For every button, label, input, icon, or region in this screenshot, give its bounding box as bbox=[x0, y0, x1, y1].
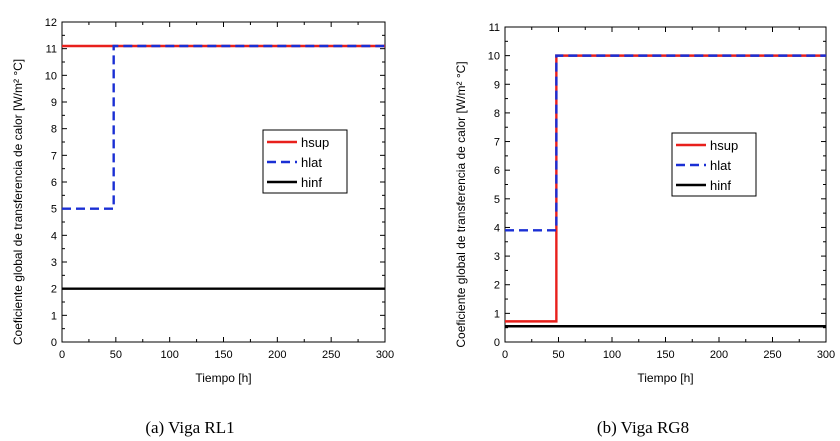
chart-b-x-tick-label: 50 bbox=[552, 349, 564, 361]
chart-a-x-tick-label: 150 bbox=[214, 349, 232, 361]
chart-b-y-tick-label: 4 bbox=[494, 222, 500, 234]
chart-a-series-hlat bbox=[62, 44, 385, 210]
chart-a-legend-label-hlat: hlat bbox=[301, 155, 322, 170]
chart-b-x-tick-label: 200 bbox=[710, 349, 728, 361]
chart-b-y-tick-label: 1 bbox=[494, 308, 500, 320]
chart-a-y-tick-label: 1 bbox=[51, 310, 57, 322]
chart-b-series-hsup bbox=[505, 54, 826, 323]
chart-a-x-tick-label: 300 bbox=[376, 349, 394, 361]
chart-b-legend: hsup hlat hinf bbox=[671, 132, 757, 197]
chart-a-y-tick-label: 8 bbox=[51, 124, 57, 136]
chart-b-y-tick-label: 9 bbox=[494, 79, 500, 91]
chart-a-x-tick-label: 100 bbox=[160, 349, 178, 361]
chart-b-y-tick-label: 5 bbox=[494, 194, 500, 206]
chart-b-y-tick-label: 10 bbox=[488, 51, 500, 63]
chart-a-legend: hsup hlat hinf bbox=[262, 129, 348, 194]
chart-b-y-tick-label: 6 bbox=[494, 165, 500, 177]
chart-a-y-tick-label: 10 bbox=[45, 70, 57, 82]
chart-a-y-tick-label: 12 bbox=[45, 17, 57, 29]
chart-a-x-tick-label: 250 bbox=[322, 349, 340, 361]
chart-a-y-tick-label: 7 bbox=[51, 150, 57, 162]
chart-b-caption: (b) Viga RG8 bbox=[597, 418, 689, 437]
chart-b-legend-label-hinf: hinf bbox=[710, 178, 731, 193]
chart-a-x-tick-label: 200 bbox=[268, 349, 286, 361]
chart-b: 0 50 100 150 200 250 300 0 1 2 3 4 5 6 7 8 9 10 11 hsup hlat… bbox=[454, 22, 835, 437]
chart-b-x-tick-label: 300 bbox=[817, 349, 835, 361]
chart-a-y-tick-label: 3 bbox=[51, 257, 57, 269]
chart-a-y-tick-label: 0 bbox=[51, 337, 57, 349]
chart-a-y-tick-label: 6 bbox=[51, 177, 57, 189]
chart-b-x-tick-label: 100 bbox=[603, 349, 621, 361]
chart-a-y-tick-label: 5 bbox=[51, 204, 57, 216]
chart-b-x-tick-label: 0 bbox=[502, 349, 508, 361]
chart-b-x-tick-label: 250 bbox=[763, 349, 781, 361]
chart-b-y-tick-label: 7 bbox=[494, 137, 500, 149]
chart-a-legend-label-hinf: hinf bbox=[301, 175, 322, 190]
chart-a-caption: (a) Viga RL1 bbox=[145, 418, 234, 437]
chart-a-y-tick-label: 11 bbox=[46, 44, 57, 56]
chart-a-y-tick-label: 4 bbox=[51, 230, 57, 242]
chart-b-y-tick-label: 11 bbox=[489, 22, 500, 34]
chart-a: 0 50 100 150 200 250 3000123456789101112hsuphl… bbox=[11, 17, 394, 437]
chart-a-x-tick-label: 50 bbox=[110, 349, 122, 361]
chart-b-series-hlat bbox=[505, 54, 826, 232]
chart-a-x-axis-title: Tiempo [h] bbox=[195, 371, 251, 385]
chart-b-y-tick-label: 2 bbox=[494, 280, 500, 292]
chart-b-y-tick-label: 3 bbox=[494, 251, 500, 263]
chart-b-y-axis-title: Coeficiente global de transferencia de c… bbox=[454, 61, 468, 347]
chart-a-legend-label-hsup: hsup bbox=[301, 135, 329, 150]
chart-a-y-tick-label: 2 bbox=[51, 284, 57, 296]
chart-b-plot-frame bbox=[504, 26, 827, 343]
chart-a-y-axis-title: Coeficiente global de transferencia de c… bbox=[11, 59, 25, 345]
chart-b-legend-label-hsup: hsup bbox=[710, 138, 738, 153]
chart-b-y-tick-label: 8 bbox=[494, 108, 500, 120]
chart-b-legend-label-hlat: hlat bbox=[710, 158, 731, 173]
chart-b-x-tick-label: 150 bbox=[656, 349, 674, 361]
chart-a-y-tick-label: 9 bbox=[51, 97, 57, 109]
chart-a-x-tick-label: 0 bbox=[59, 349, 65, 361]
chart-b-y-tick-label: 0 bbox=[494, 337, 500, 349]
chart-b-x-axis-title: Tiempo [h] bbox=[637, 371, 693, 385]
